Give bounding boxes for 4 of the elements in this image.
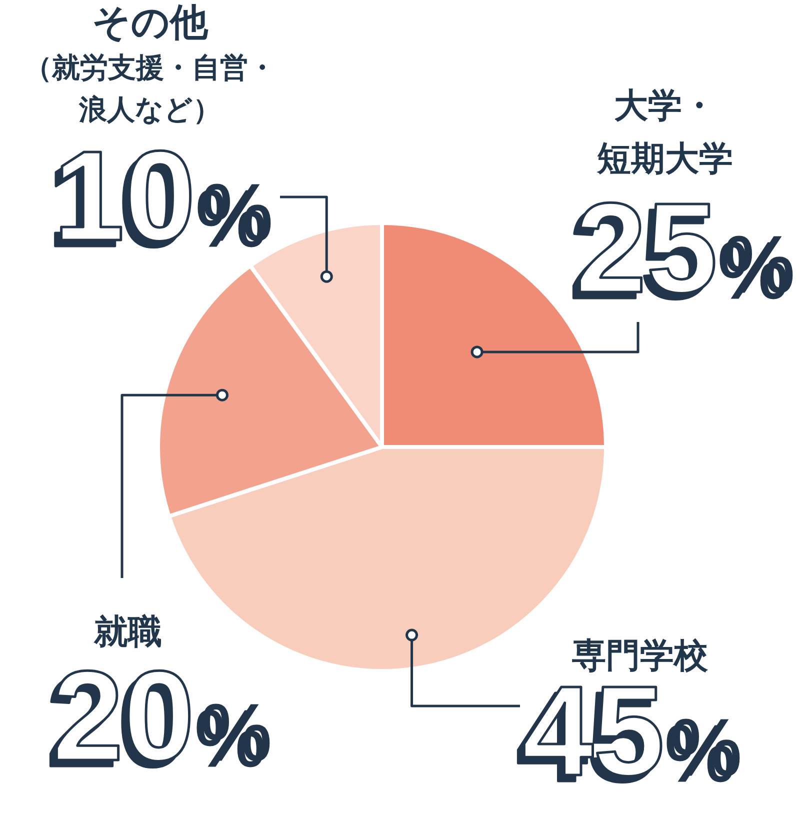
- slice-label: その他（就労支援・自営・浪人など）: [24, 0, 276, 126]
- slice-label: 大学・短期大学: [596, 86, 733, 179]
- data-label: 25%: [575, 177, 795, 320]
- data-label: 10%: [53, 125, 273, 268]
